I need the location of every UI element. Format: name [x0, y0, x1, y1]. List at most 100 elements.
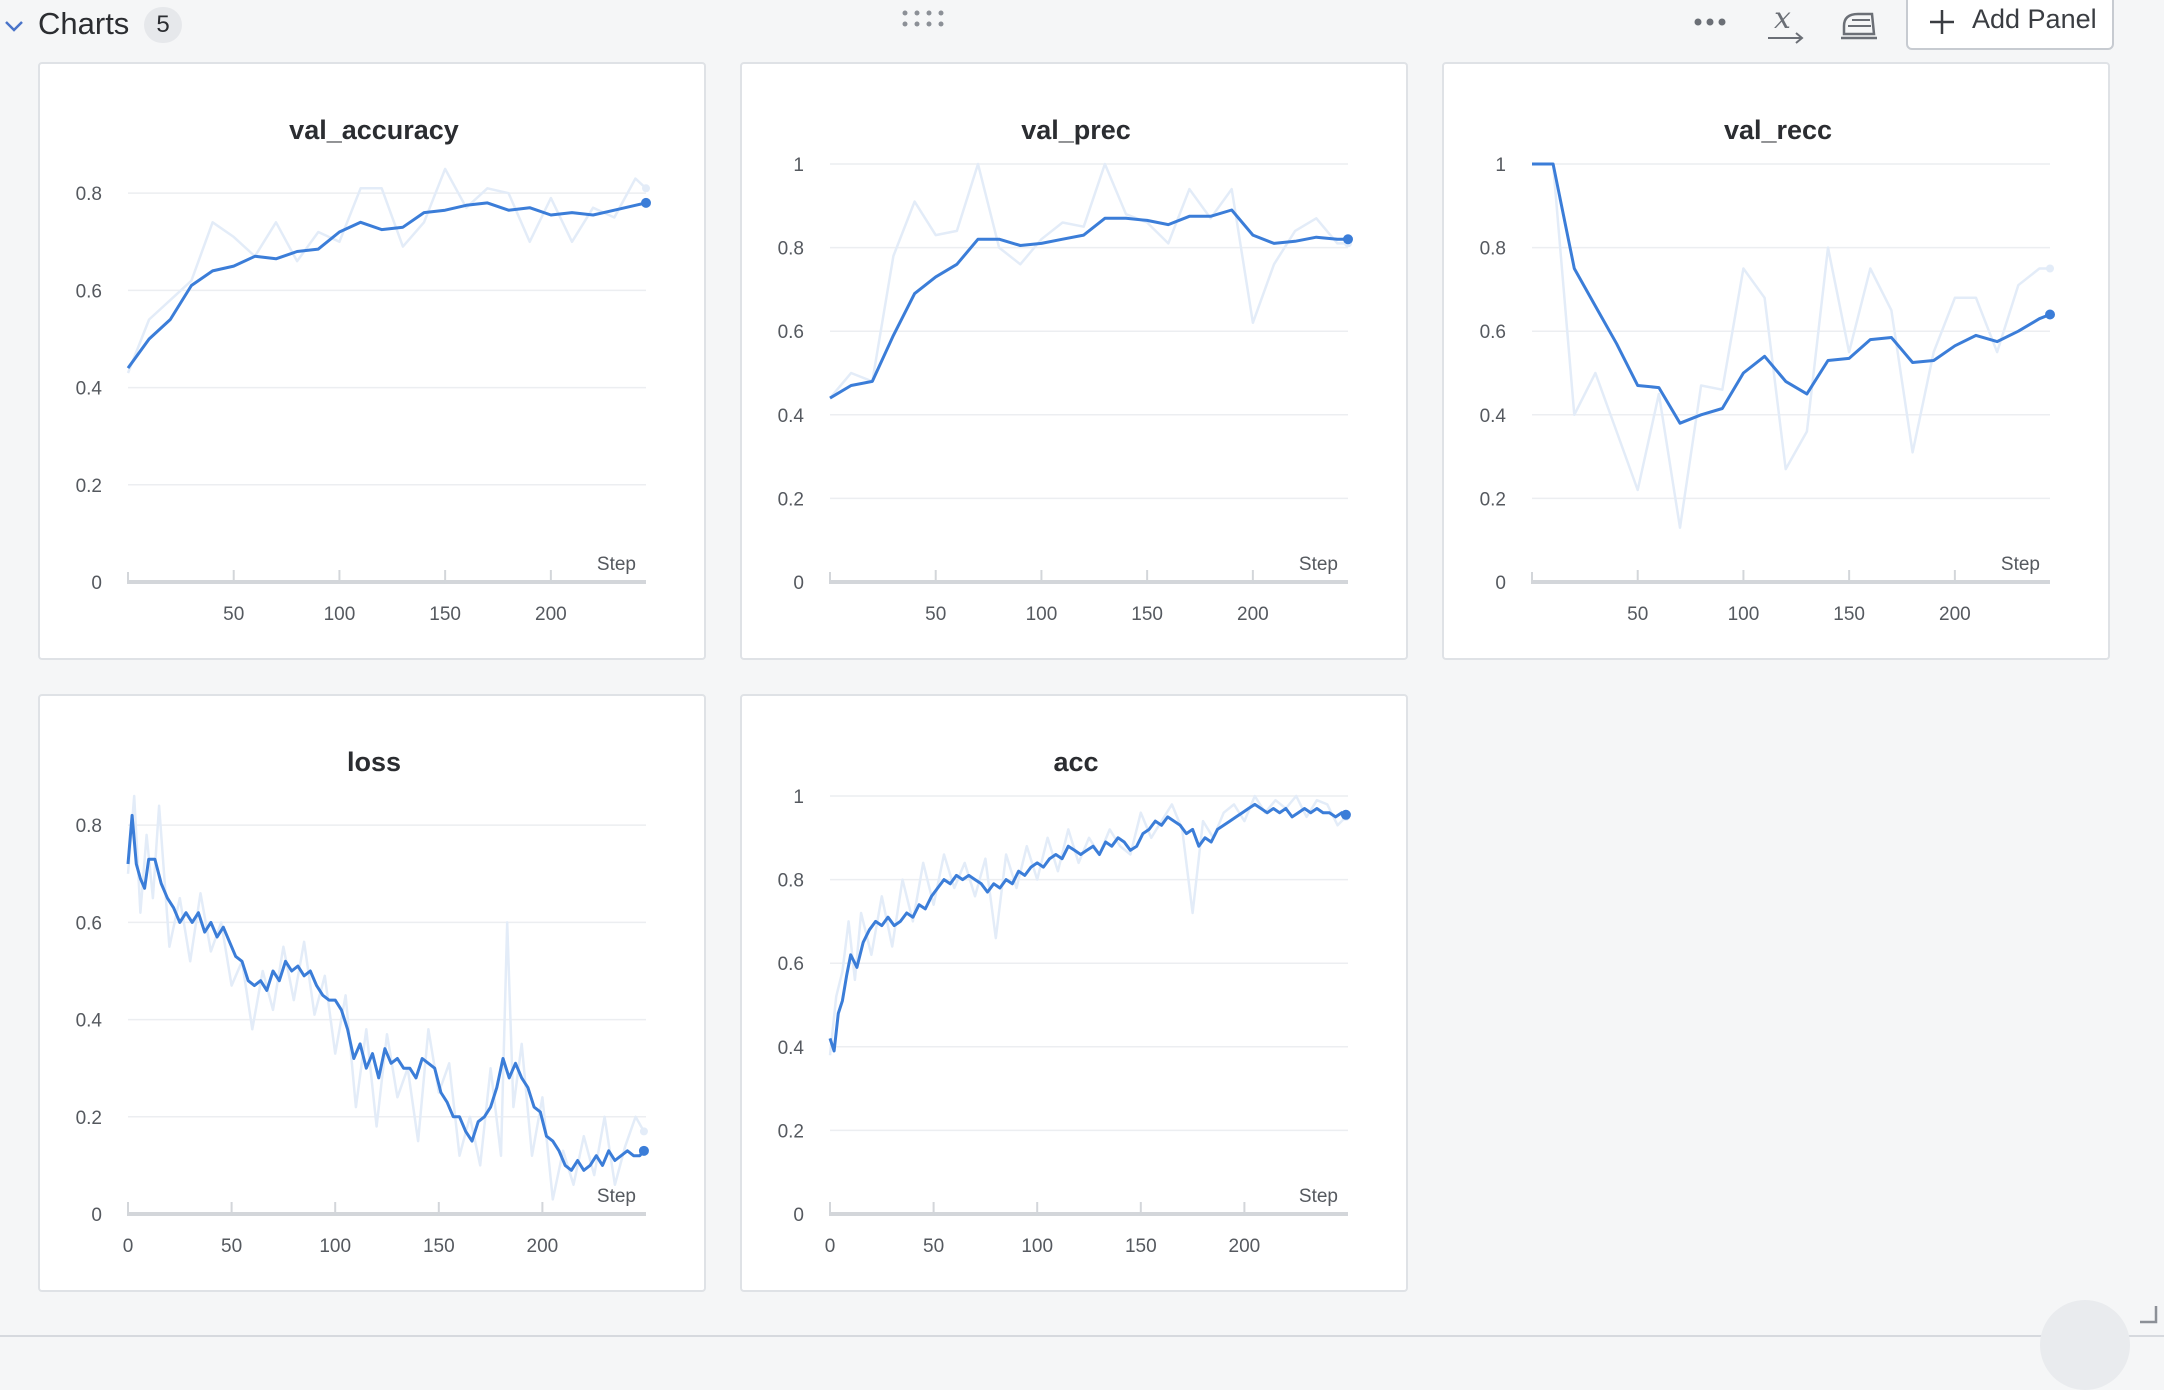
x-tick-label: 150: [1833, 604, 1865, 625]
smoothed-series-line: [828, 802, 1347, 1053]
raw-series-end-point: [2046, 264, 2054, 273]
y-tick-label: 0.2: [1480, 489, 1506, 510]
section-header: Charts 5 x Add Panel: [0, 0, 2164, 50]
panel-val-recc[interactable]: val_recc 0 0.2 0.4 0.6 0.8 1 50 100 150 200 Step: [1442, 62, 2110, 660]
x-tick-label: 150: [1125, 1236, 1157, 1257]
smoothed-series-end-point: [638, 1145, 649, 1156]
x-tick-label: 200: [1229, 1236, 1261, 1257]
x-tick-label: 50: [223, 604, 244, 625]
panel-loss[interactable]: loss 0 0.2 0.4 0.6 0.8 0 50 100 150 200 Step: [38, 694, 706, 1292]
y-tick-label: 0.2: [76, 476, 102, 497]
y-tick-label: 0.6: [778, 322, 804, 343]
y-tick-label: 0.2: [76, 1108, 102, 1129]
x-axis-label: Step: [1299, 554, 1338, 575]
x-tick-label: 200: [1237, 604, 1269, 625]
smoothed-series-end-point: [1340, 809, 1351, 820]
raw-series-line: [126, 794, 645, 1201]
panel-val-accuracy[interactable]: val_accuracy 0 0.2 0.4 0.6 0.8 50 100 150 200 Step: [38, 62, 706, 660]
chart-title: acc: [1053, 747, 1098, 777]
x-tick-label: 0: [825, 1236, 836, 1257]
raw-series-end-point: [639, 1127, 648, 1136]
smoothed-series-end-point: [1343, 234, 1353, 245]
y-tick-label: 1: [793, 787, 804, 808]
plus-icon: [1930, 10, 1954, 34]
y-tick-label: 0.2: [778, 1121, 804, 1142]
y-tick-label: 0.4: [1480, 406, 1507, 427]
x-tick-label: 100: [1026, 604, 1058, 625]
section-bottom-border: [0, 1335, 2164, 1337]
y-tick-label: 0: [793, 573, 804, 594]
y-tick-label: 0.6: [778, 954, 804, 975]
x-tick-label: 100: [1021, 1236, 1053, 1257]
x-tick-label: 100: [319, 1236, 351, 1257]
raw-series-line: [828, 794, 1347, 1056]
raw-series-line: [1532, 162, 2050, 529]
x-axis-label: Step: [597, 554, 636, 575]
y-tick-label: 0: [91, 1205, 102, 1226]
y-tick-label: 0.6: [76, 281, 102, 302]
smoothed-series-end-point: [2045, 309, 2055, 320]
x-axis-label: Step: [2001, 554, 2040, 575]
smoothed-series-line: [126, 201, 647, 369]
y-tick-label: 0.4: [76, 379, 103, 400]
y-tick-label: 0: [793, 1205, 804, 1226]
add-panel-label: Add Panel: [1972, 4, 2097, 34]
svg-text:x: x: [1774, 2, 1791, 36]
raw-series-end-point: [642, 184, 650, 193]
smoothed-series-line: [126, 813, 646, 1172]
chart-val-accuracy: val_accuracy 0 0.2 0.4 0.6 0.8 50 100 150 200 Step: [76, 115, 651, 625]
y-tick-label: 0.8: [778, 239, 804, 260]
smoothed-series-line: [1532, 162, 2051, 425]
y-tick-label: 0.4: [778, 1038, 805, 1059]
iron-icon[interactable]: [1838, 4, 1880, 44]
x-tick-label: 50: [1627, 604, 1648, 625]
y-tick-label: 0.2: [778, 489, 804, 510]
y-tick-label: 0.6: [1480, 322, 1506, 343]
y-tick-label: 1: [793, 155, 804, 176]
x-axis-icon[interactable]: x: [1764, 2, 1808, 46]
chart-loss: loss 0 0.2 0.4 0.6 0.8 0 50 100 150 200 Step: [76, 747, 649, 1257]
drag-handle-icon[interactable]: [895, 6, 955, 30]
help-button[interactable]: [2040, 1300, 2130, 1390]
y-tick-label: 0.4: [76, 1011, 103, 1032]
x-tick-label: 150: [429, 604, 461, 625]
x-tick-label: 50: [221, 1236, 242, 1257]
y-tick-label: 1: [1495, 155, 1506, 176]
x-tick-label: 200: [535, 604, 567, 625]
y-tick-label: 0.8: [76, 184, 102, 205]
x-tick-label: 50: [923, 1236, 944, 1257]
x-tick-label: 150: [423, 1236, 455, 1257]
chart-title: loss: [347, 747, 401, 777]
y-tick-label: 0: [91, 573, 102, 594]
y-tick-label: 0.8: [1480, 239, 1506, 260]
x-tick-label: 150: [1131, 604, 1163, 625]
smoothed-series-end-point: [641, 197, 651, 208]
add-panel-button[interactable]: Add Panel: [1906, 0, 2114, 50]
x-axis-label: Step: [1299, 1186, 1338, 1207]
y-tick-label: 0.4: [778, 406, 805, 427]
x-tick-label: 100: [324, 604, 356, 625]
x-tick-label: 100: [1728, 604, 1760, 625]
x-tick-label: 200: [1939, 604, 1971, 625]
panel-val-prec[interactable]: val_prec 0 0.2 0.4 0.6 0.8 1 50 100 150 200 Step: [740, 62, 1408, 660]
x-tick-label: 0: [123, 1236, 134, 1257]
section-title[interactable]: Charts: [38, 6, 130, 41]
panel-acc[interactable]: acc 0 0.2 0.4 0.6 0.8 1 0 50 100 150 200 Step: [740, 694, 1408, 1292]
resize-handle-icon[interactable]: [2138, 1304, 2158, 1324]
raw-series-line: [126, 167, 647, 374]
x-tick-label: 50: [925, 604, 946, 625]
chevron-down-icon[interactable]: [2, 14, 26, 38]
y-tick-label: 0.8: [76, 816, 102, 837]
y-tick-label: 0.8: [778, 871, 804, 892]
more-horizontal-icon[interactable]: [1690, 10, 1730, 34]
x-tick-label: 200: [527, 1236, 559, 1257]
x-axis-label: Step: [597, 1186, 636, 1207]
smoothed-series-line: [829, 208, 1348, 400]
chart-title: val_accuracy: [289, 115, 459, 145]
chart-title: val_prec: [1021, 115, 1131, 145]
panel-count-badge: 5: [144, 7, 182, 43]
y-tick-label: 0: [1495, 573, 1506, 594]
raw-series-line: [829, 162, 1348, 399]
